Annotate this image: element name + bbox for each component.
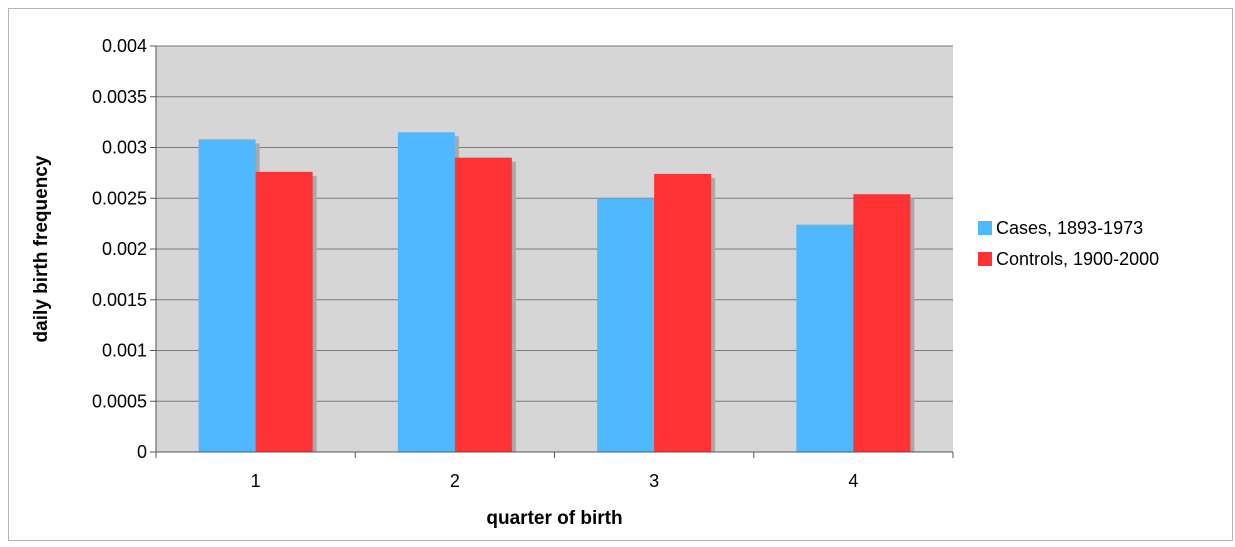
y-tick-label: 0.0005: [92, 391, 147, 411]
x-tick-label: 3: [649, 471, 659, 491]
legend-label: Controls, 1900-2000: [996, 249, 1159, 269]
bar-controls-q4: [853, 194, 911, 452]
x-tick-label: 2: [450, 471, 460, 491]
bar-cases-q2: [397, 132, 455, 452]
bar-controls-q3: [654, 173, 712, 452]
bar-chart: 0 0.0005 0.001 0.0015 0.002 0.0025 0.003 0.0035…: [31, 36, 1159, 529]
bar-cases-q4: [796, 224, 854, 452]
legend-swatch: [978, 252, 992, 266]
x-tick-label: 4: [848, 471, 858, 491]
y-tick-label: 0.003: [102, 138, 147, 158]
chart-frame: 0 0.0005 0.001 0.0015 0.002 0.0025 0.003 0.0035…: [8, 8, 1233, 541]
bar-controls-q1: [255, 171, 313, 453]
y-tick-label: 0.0035: [92, 87, 147, 107]
y-tick-label: 0: [137, 442, 147, 462]
legend-label: Cases, 1893-1973: [996, 218, 1143, 238]
bar-controls-q2: [454, 157, 512, 452]
y-tick-label: 0.0015: [92, 290, 147, 310]
bar-cases-q1: [198, 139, 256, 452]
x-axis-title: quarter of birth: [486, 508, 622, 529]
x-tick-label: 1: [251, 471, 261, 491]
legend-swatch: [978, 221, 992, 235]
y-axis-title: daily birth frequency: [31, 155, 52, 342]
y-tick-label: 0.004: [102, 36, 147, 56]
legend: Cases, 1893-1973 Controls, 1900-2000: [978, 218, 1159, 269]
y-tick-label: 0.002: [102, 239, 147, 259]
y-tick-label: 0.001: [102, 341, 147, 361]
bar-cases-q3: [597, 198, 655, 452]
y-tick-label: 0.0025: [92, 188, 147, 208]
